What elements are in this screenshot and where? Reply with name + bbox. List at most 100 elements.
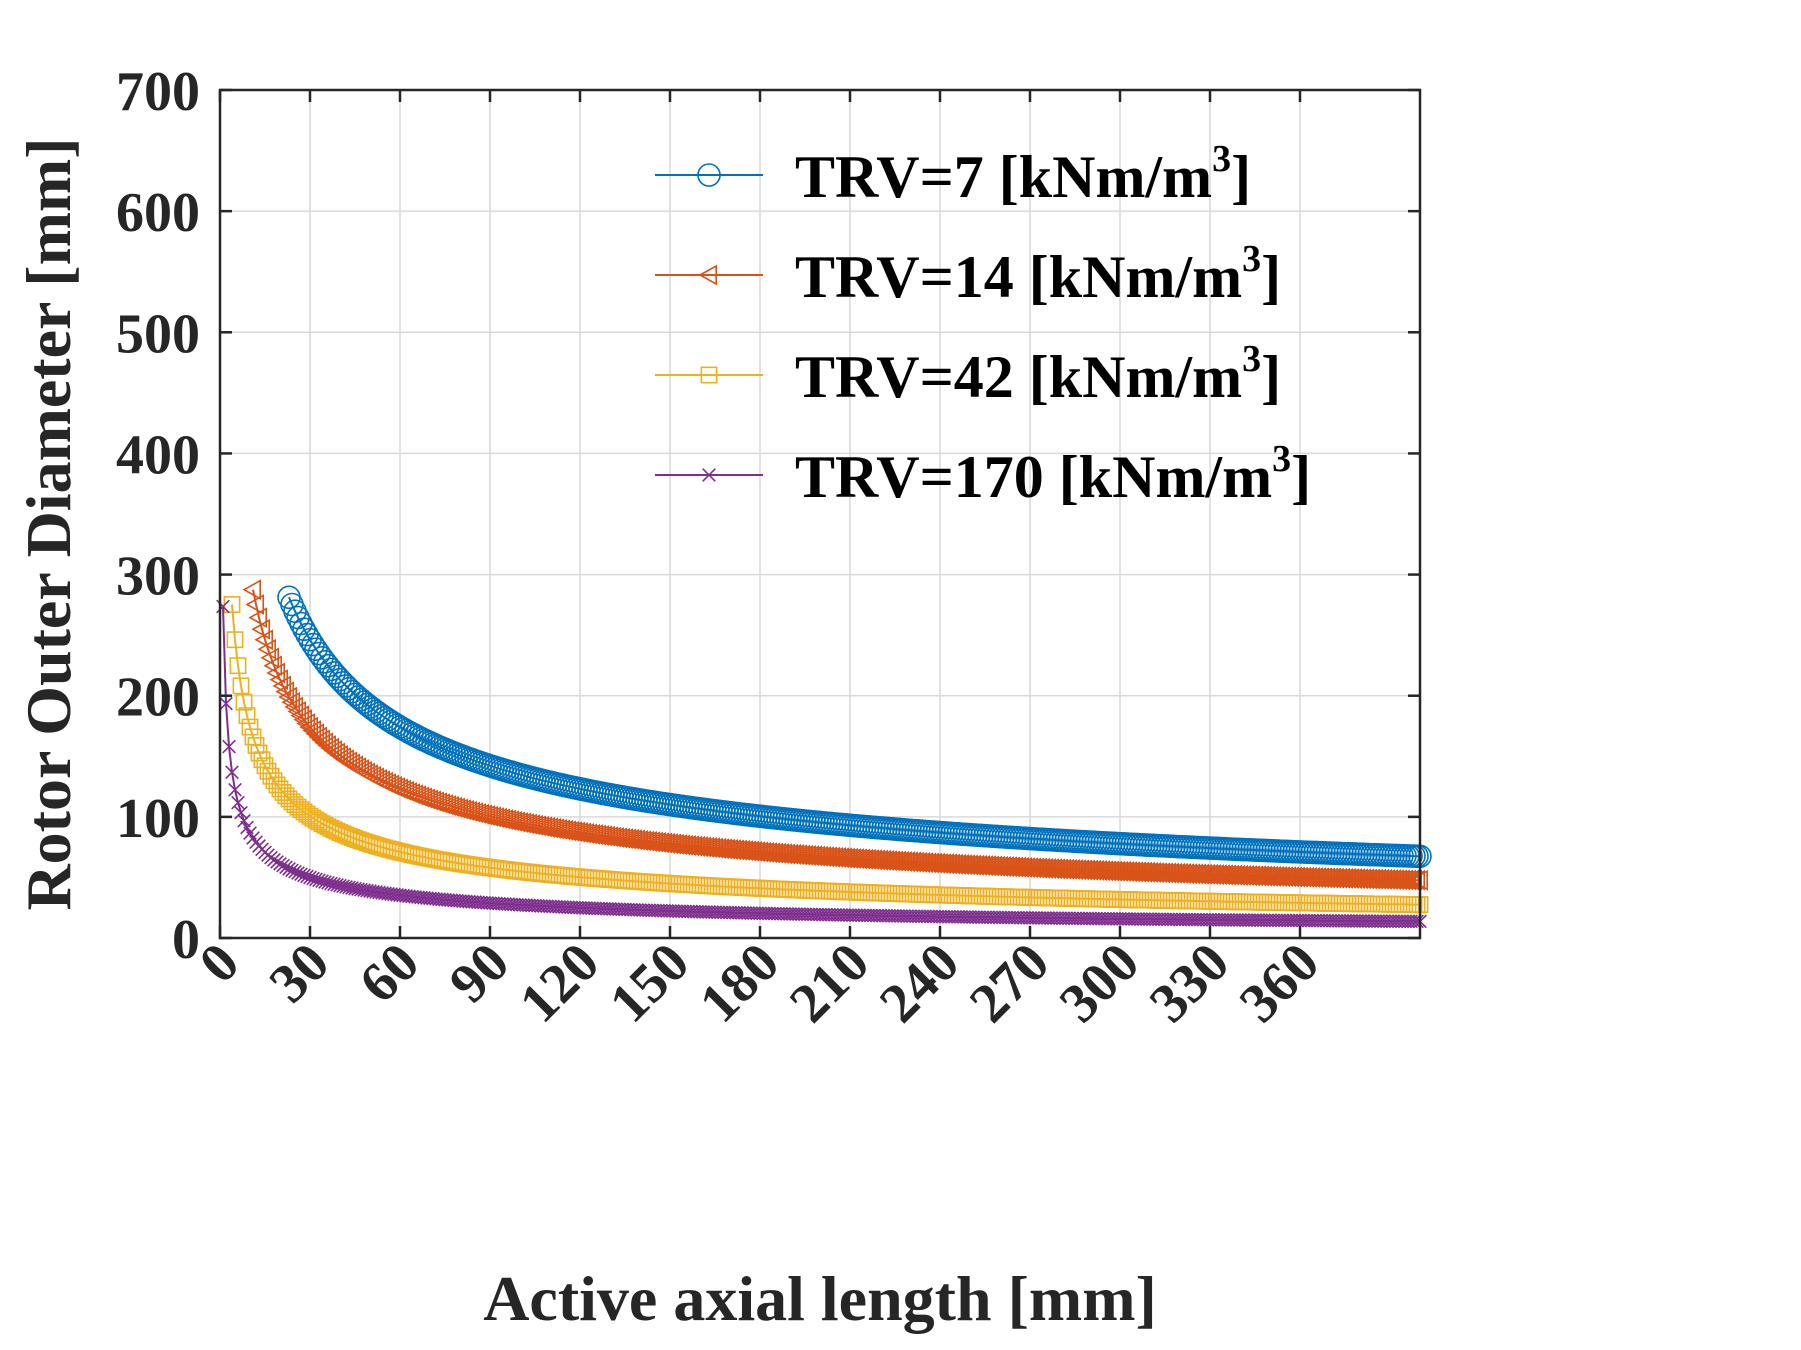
data-point-square [250,744,268,762]
data-point-triangle [272,675,292,697]
data-point-square [262,767,280,785]
x-tick-label: 90 [438,931,521,1014]
data-point-square [244,728,262,746]
data-point-triangle [1397,869,1416,891]
data-point-triangle [1400,869,1419,891]
y-tick-label: 500 [116,303,200,365]
y-tick-label: 300 [116,546,200,608]
data-point-triangle [287,701,307,722]
legend-label: TRV=42 [kNm/m3] [795,338,1281,410]
data-point-circle [349,687,373,712]
y-axis-title: Rotor Outer Diameter [mm] [13,137,84,910]
data-point-x [234,805,248,820]
data-point-square [241,718,259,736]
data-point-triangle [641,831,661,853]
data-point-square [700,366,718,384]
data-point-x [225,765,239,780]
data-point-triangle [698,264,718,286]
data-point-triangle [620,828,640,850]
data-point-triangle [635,830,655,852]
y-tick-label: 0 [172,909,200,971]
x-tick-label: 150 [598,931,701,1034]
data-point-triangle [269,669,289,691]
legend-item-42: TRV=42 [kNm/m3] [655,338,1281,410]
data-point-triangle [623,829,643,851]
y-tick-label: 100 [116,788,200,850]
data-point-triangle [638,831,658,852]
data-point-square [229,657,247,675]
legend-label: TRV=7 [kNm/m3] [795,138,1251,210]
data-point-square [232,677,250,695]
data-point-triangle [284,696,304,718]
x-axis-title: Active axial length [mm] [483,1263,1157,1334]
legend-label: TRV=170 [kNm/m3] [795,438,1311,510]
data-point-square [226,631,244,649]
series-layer [216,579,1432,929]
legend-item-7: TRV=7 [kNm/m3] [655,138,1251,210]
data-point-square [292,801,310,819]
data-point-triangle [644,831,664,853]
data-point-x [237,813,251,828]
data-point-triangle [293,709,313,731]
data-point-x [339,879,353,894]
data-point-triangle [290,705,310,727]
data-point-square [274,783,292,801]
data-point-square [256,757,274,775]
x-tick-label: 330 [1138,931,1241,1034]
data-point-x [228,782,242,797]
data-point-triangle [257,638,277,660]
data-point-triangle [296,713,316,734]
data-point-triangle [299,716,319,738]
legend-item-14: TRV=14 [kNm/m3] [655,238,1281,310]
y-tick-label: 700 [116,61,200,123]
data-point-triangle [281,691,301,713]
data-point-x [702,468,716,482]
data-point-triangle [629,830,649,851]
x-tick-label: 180 [688,931,791,1034]
data-point-x [231,795,245,810]
data-point-triangle [248,607,268,628]
data-point-triangle [275,681,295,703]
data-point-triangle [251,618,271,640]
x-tick-label: 270 [958,931,1061,1034]
x-tick-label: 300 [1048,931,1151,1034]
data-point-circle [325,664,349,689]
data-point-x [219,696,233,711]
x-tick-label: 210 [778,931,881,1034]
data-point-triangle [647,832,667,853]
series-line [231,604,1420,906]
data-point-square [235,693,253,711]
y-tick-label: 600 [116,182,200,244]
legend-label: TRV=14 [kNm/m3] [795,238,1281,310]
x-tick-label: 360 [1228,931,1331,1034]
data-point-square [259,762,277,780]
data-point-circle [322,661,346,685]
plot-area-frame [218,88,1422,940]
data-point-square [277,787,295,805]
series-line [222,606,1420,923]
x-tick-label: 120 [508,931,611,1034]
series-170 [216,599,1427,929]
series-7 [277,585,1432,869]
data-point-x [246,831,260,845]
y-axis-ticks: 0 100 200 300 400 500 600 700 [116,61,1420,971]
data-point-circle [307,641,331,666]
data-point-square [253,751,271,769]
series-14 [242,579,1428,891]
data-point-triangle [278,686,298,708]
x-tick-label: 240 [868,931,971,1034]
data-point-triangle [254,629,274,651]
data-point-circle [352,690,376,714]
data-point-circle [346,685,370,709]
data-point-triangle [242,579,262,601]
x-tick-label: 30 [258,931,341,1014]
data-point-x [1407,914,1421,929]
data-point-square [238,707,256,725]
legend: TRV=7 [kNm/m3] TRV=14 [kNm/m3] TRV=42 [kNm… [655,138,1311,510]
data-point-circle [697,163,721,187]
data-point-triangle [626,829,646,851]
data-point-circle [304,637,328,661]
data-point-x [336,879,350,894]
legend-item-170: TRV=170 [kNm/m3] [655,438,1311,510]
data-point-circle [328,667,352,692]
